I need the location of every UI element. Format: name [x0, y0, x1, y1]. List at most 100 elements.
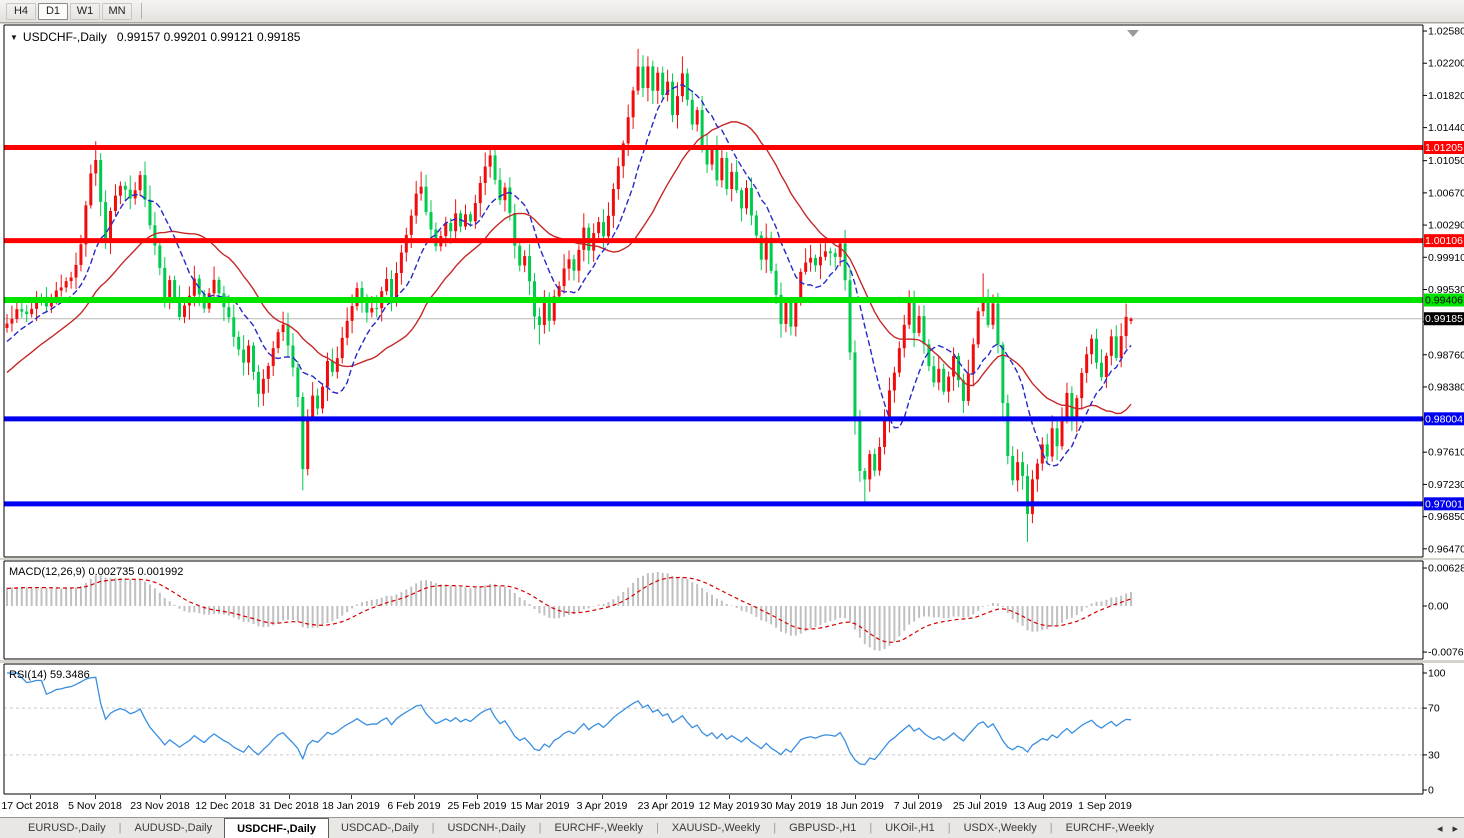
- tab-separator: |: [869, 822, 873, 834]
- svg-text:0.98380: 0.98380: [1428, 381, 1464, 393]
- tab-scroll-left-icon[interactable]: ◂: [1436, 823, 1443, 835]
- date-tick: [791, 795, 792, 799]
- chart-tab-xauusd-weekly[interactable]: XAUUSD-,Weekly: [671, 822, 761, 834]
- date-label: 25 Feb 2019: [447, 800, 507, 812]
- chart-title-ohlc: 0.99157 0.99201 0.99121 0.99185: [116, 30, 301, 44]
- tab-separator: |: [431, 822, 435, 834]
- symbol-expander-icon[interactable]: ▼: [10, 32, 18, 42]
- timeframe-button-mn[interactable]: MN: [102, 2, 132, 20]
- svg-text:70: 70: [1428, 703, 1440, 715]
- date-tick: [1105, 795, 1106, 799]
- price-level-badge-0.98004: 0.98004: [1424, 412, 1464, 426]
- date-tick: [414, 795, 415, 799]
- macd-canvas[interactable]: 0.006286 0.00 -0.00762: [0, 560, 1464, 660]
- svg-text:1.01440: 1.01440: [1428, 122, 1464, 134]
- macd-indicator-pane[interactable]: 0.006286 0.00 -0.00762: [0, 560, 1464, 660]
- svg-text:0.97001: 0.97001: [1425, 498, 1463, 510]
- date-tick: [666, 795, 667, 799]
- rsi-indicator-pane[interactable]: 100 70 30 0: [0, 663, 1464, 795]
- date-label: 12 Dec 2018: [195, 800, 255, 812]
- date-tick: [477, 795, 478, 799]
- timeframe-button-h4[interactable]: H4: [6, 2, 36, 20]
- macd-signal-value: 0.001992: [137, 566, 184, 578]
- chart-title: ▼ USDCHF-,Daily 0.99157 0.99201 0.99121 …: [10, 30, 300, 44]
- date-tick: [855, 795, 856, 799]
- svg-text:0: 0: [1428, 785, 1434, 796]
- date-tick: [918, 795, 919, 799]
- macd-label: MACD(12,26,9) 0.002735 0.001992: [9, 566, 184, 578]
- svg-text:1.00106: 1.00106: [1425, 235, 1463, 247]
- chart-tab-usdx-weekly[interactable]: USDX-,Weekly: [963, 822, 1037, 834]
- svg-text:1.02200: 1.02200: [1428, 58, 1464, 70]
- svg-text:1.01820: 1.01820: [1428, 90, 1464, 102]
- date-axis[interactable]: 17 Oct 2018 5 Nov 2018 23 Nov 2018 12 Dec 2…: [0, 795, 1464, 817]
- date-label: 15 Mar 2019: [510, 800, 570, 812]
- date-label: 6 Feb 2019: [387, 800, 441, 812]
- price-level-badge-0.97001: 0.97001: [1424, 497, 1464, 511]
- date-tick: [30, 795, 31, 799]
- date-label: 30 May 2019: [760, 800, 822, 812]
- chart-tab-bar: EURUSD-,Daily | AUDUSD-,Daily USDCHF-,Daily…: [0, 817, 1464, 838]
- candlestick-series: [5, 48, 1133, 543]
- date-label: 18 Jan 2019: [322, 800, 380, 812]
- rsi-canvas[interactable]: 100 70 30 0: [0, 663, 1464, 795]
- date-label: 1 Sep 2019: [1078, 800, 1132, 812]
- tab-scroll-right-icon[interactable]: ▸: [1452, 823, 1458, 835]
- svg-text:1.01205: 1.01205: [1425, 142, 1463, 154]
- current-price-badge: 0.99185: [1424, 312, 1464, 326]
- rsi-value: 59.3486: [49, 669, 90, 681]
- chart-tab-usdchf-daily[interactable]: USDCHF-,Daily: [224, 818, 329, 838]
- svg-text:0.99910: 0.99910: [1428, 252, 1464, 264]
- macd-axis: 0.006286 0.00 -0.00762: [1423, 563, 1464, 659]
- macd-signal-line: [6, 576, 1132, 643]
- chart-tab-usdcad-daily[interactable]: USDCAD-,Daily: [340, 822, 419, 834]
- price-level-badge-1.01205: 1.01205: [1424, 141, 1464, 155]
- tab-separator: |: [773, 822, 777, 834]
- tab-separator: |: [655, 822, 659, 834]
- date-tick: [289, 795, 290, 799]
- timeframe-button-w1[interactable]: W1: [70, 2, 100, 20]
- date-label: 31 Dec 2018: [259, 800, 319, 812]
- date-tick: [729, 795, 730, 799]
- svg-text:0.99185: 0.99185: [1425, 313, 1463, 325]
- macd-main-value: 0.002735: [88, 566, 135, 578]
- timeframe-toolbar: H4 D1 W1 MN: [0, 0, 1464, 23]
- date-label: 12 May 2019: [698, 800, 760, 812]
- pane-border: [3, 560, 1424, 660]
- pane-border: [3, 663, 1424, 795]
- date-tick: [351, 795, 352, 799]
- timeframe-button-d1[interactable]: D1: [38, 2, 68, 20]
- tab-separator: |: [1049, 822, 1053, 834]
- chart-shift-marker-icon[interactable]: [1127, 30, 1139, 37]
- rsi-line: [7, 672, 1132, 766]
- date-label: 17 Oct 2018: [1, 800, 59, 812]
- price-chart-pane[interactable]: 1.02580 1.02200 1.01820 1.01440 1.01050 1.006…: [0, 24, 1464, 558]
- svg-text:0.98760: 0.98760: [1428, 349, 1464, 361]
- date-label: 7 Jul 2019: [893, 800, 943, 812]
- chart-tab-usdcnh-daily[interactable]: USDCNH-,Daily: [447, 822, 526, 834]
- date-label: 25 Jul 2019: [952, 800, 1008, 812]
- date-label: 5 Nov 2018: [68, 800, 122, 812]
- chart-tab-eurchf-weekly-2[interactable]: EURCHF-,Weekly: [1065, 822, 1155, 834]
- tab-separator: |: [538, 822, 542, 834]
- pane-border: [3, 24, 1424, 558]
- date-label: 13 Aug 2019: [1013, 800, 1073, 812]
- chart-title-symbol: USDCHF-,Daily: [22, 30, 107, 44]
- svg-text:1.02580: 1.02580: [1428, 26, 1464, 38]
- chart-tab-gbpusd-h1[interactable]: GBPUSD-,H1: [789, 822, 857, 834]
- date-label: 23 Apr 2019: [637, 800, 695, 812]
- date-tick: [1043, 795, 1044, 799]
- chart-tab-eurusd-daily[interactable]: EURUSD-,Daily: [28, 822, 106, 834]
- chart-tab-eurchf-weekly[interactable]: EURCHF-,Weekly: [554, 822, 643, 834]
- date-label: 18 Jun 2019: [826, 800, 884, 812]
- price-chart-canvas[interactable]: 1.02580 1.02200 1.01820 1.01440 1.01050 1.006…: [0, 24, 1464, 558]
- svg-text:0.99406: 0.99406: [1425, 295, 1463, 307]
- date-label: 3 Apr 2019: [576, 800, 628, 812]
- svg-text:0.99530: 0.99530: [1428, 284, 1464, 296]
- chart-tab-audusd-daily[interactable]: AUDUSD-,Daily: [134, 822, 213, 834]
- chart-tab-ukoil-h1[interactable]: UKOil-,H1: [885, 822, 935, 834]
- svg-text:1.00670: 1.00670: [1428, 187, 1464, 199]
- date-tick: [540, 795, 541, 799]
- toolbar-separator: [141, 3, 142, 19]
- date-label: 23 Nov 2018: [130, 800, 190, 812]
